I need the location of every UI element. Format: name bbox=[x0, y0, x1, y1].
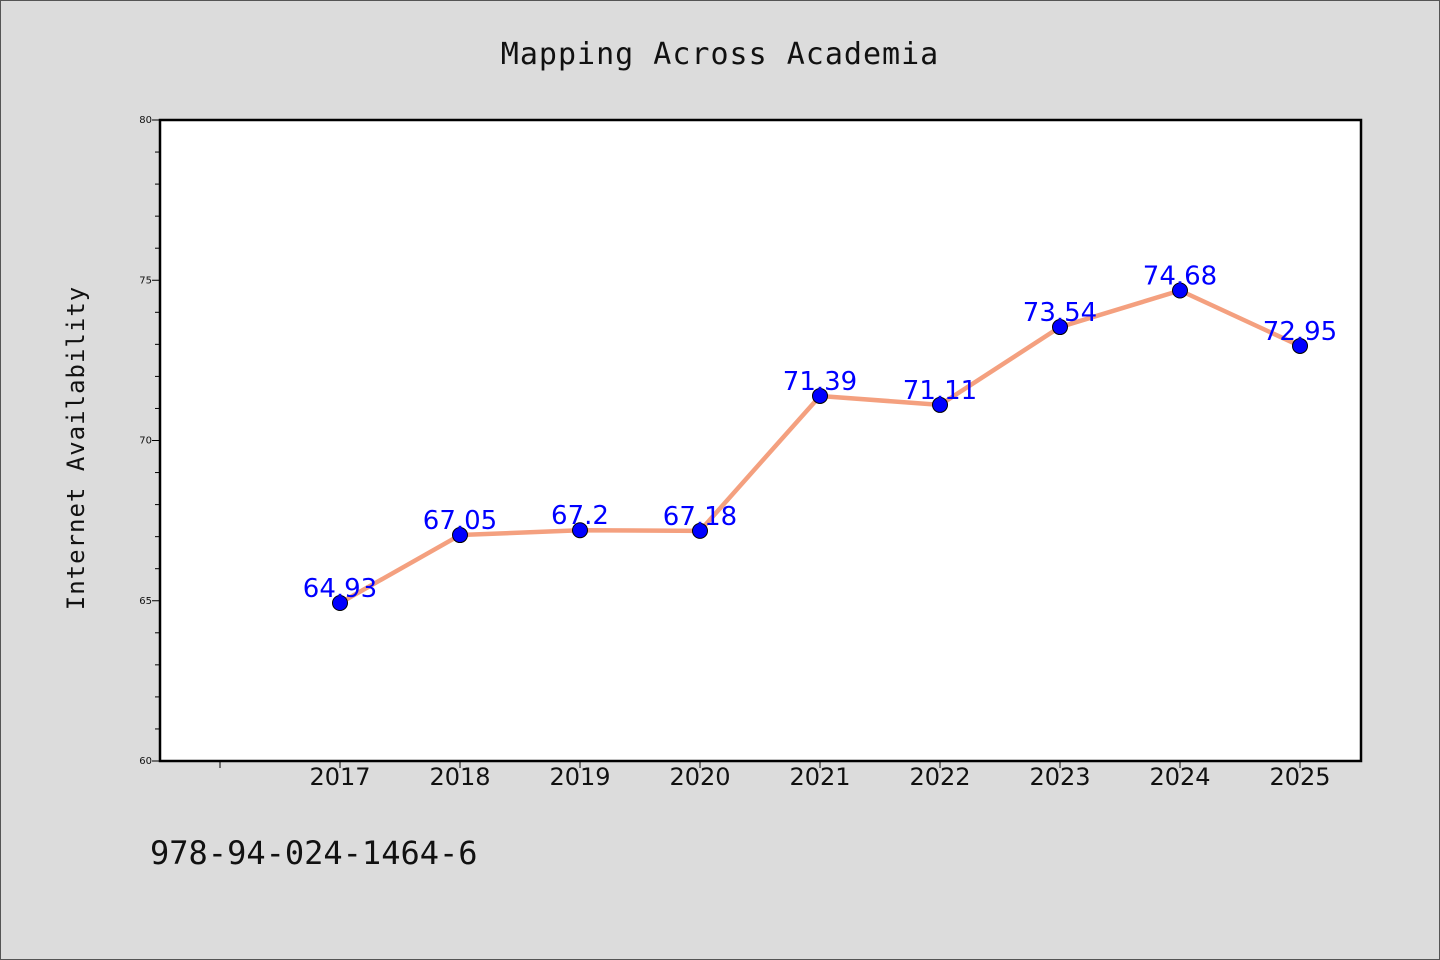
data-label: 72.95 bbox=[1263, 317, 1337, 347]
data-point bbox=[1172, 282, 1188, 299]
data-label: 71.39 bbox=[783, 367, 857, 397]
data-point bbox=[1052, 319, 1068, 336]
y-tick-label: 65 bbox=[139, 596, 152, 607]
data-point bbox=[932, 396, 948, 413]
x-tick-label: 2025 bbox=[1269, 763, 1330, 791]
data-point bbox=[332, 594, 348, 611]
y-tick-label: 70 bbox=[139, 436, 152, 447]
x-tick-label: 2024 bbox=[1149, 763, 1210, 791]
x-tick-label: 2023 bbox=[1029, 763, 1090, 791]
y-axis: 60 65 70 75 80 bbox=[139, 115, 160, 767]
data-point bbox=[812, 387, 828, 404]
data-point bbox=[1292, 337, 1308, 354]
data-point bbox=[452, 527, 468, 544]
data-series: 64.93 67.05 67.2 67.18 71.39 71.11 73.54 74.68 7… bbox=[303, 262, 1337, 611]
data-label: 64.93 bbox=[303, 574, 377, 604]
data-point bbox=[692, 522, 708, 539]
y-tick-label: 60 bbox=[139, 756, 152, 767]
x-tick-label: 2022 bbox=[909, 763, 970, 791]
y-tick-label: 80 bbox=[139, 115, 152, 126]
x-axis: 2017 2018 2019 2020 2021 2022 2023 2024 2025 bbox=[219, 761, 1331, 791]
y-axis-label: Internet Availability bbox=[62, 286, 90, 610]
x-tick-label: 2019 bbox=[549, 763, 610, 791]
chart-title: Mapping Across Academia bbox=[501, 37, 939, 72]
x-tick-label: 2018 bbox=[429, 763, 490, 791]
data-label: 67.05 bbox=[423, 506, 497, 536]
y-tick-label: 75 bbox=[139, 275, 152, 286]
data-label: 74.68 bbox=[1143, 262, 1217, 292]
data-label: 73.54 bbox=[1023, 298, 1097, 328]
plot-area bbox=[158, 118, 1363, 763]
data-label: 67.2 bbox=[551, 501, 609, 531]
data-point bbox=[572, 522, 588, 539]
x-tick-label: 2021 bbox=[789, 763, 850, 791]
data-label: 67.18 bbox=[663, 502, 737, 532]
data-label: 71.11 bbox=[903, 376, 977, 406]
x-tick-label: 2020 bbox=[669, 763, 730, 791]
isbn-footer: 978-94-024-1464-6 bbox=[150, 834, 478, 872]
x-tick-label: 2017 bbox=[309, 763, 370, 791]
